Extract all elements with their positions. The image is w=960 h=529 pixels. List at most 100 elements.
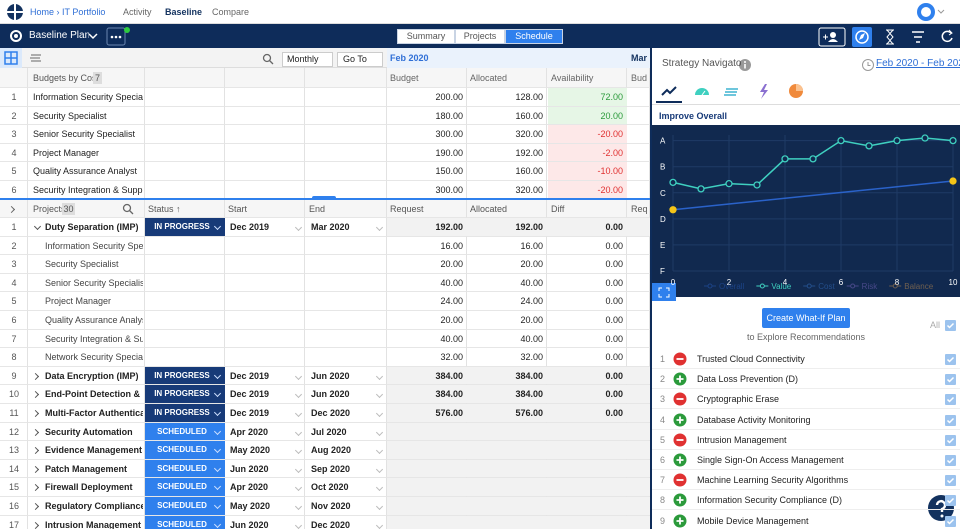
what-if-button[interactable]: Create What-If Plan: [762, 308, 850, 328]
avatar[interactable]: [916, 2, 946, 22]
expand-chart[interactable]: [652, 283, 676, 301]
add-icon[interactable]: [673, 372, 687, 386]
allocated-value: 384.00: [515, 370, 543, 381]
allocated-value: 32.00: [520, 352, 543, 363]
list-row: [652, 450, 960, 470]
splitter-handle[interactable]: [312, 196, 336, 202]
start-date: Dec 2019: [230, 389, 270, 400]
grid-cell: [627, 106, 650, 126]
remove-icon[interactable]: [673, 392, 687, 406]
view-tab[interactable]: Summary: [397, 29, 455, 44]
remove-icon[interactable]: [673, 352, 687, 366]
toolbar-icons[interactable]: [818, 27, 960, 47]
availability-bg: [548, 125, 627, 143]
add-icon[interactable]: [673, 413, 687, 427]
add-icon[interactable]: [673, 453, 687, 467]
status-badge[interactable]: SCHEDULED: [145, 515, 225, 529]
status-badge[interactable]: SCHEDULED: [145, 478, 225, 496]
allocated-value: 320.00: [515, 185, 543, 195]
project-name: Multi-Factor Authentica...: [45, 408, 143, 418]
checkbox[interactable]: [945, 455, 956, 466]
status-badge[interactable]: SCHEDULED: [145, 497, 225, 515]
data-point: [949, 136, 957, 145]
checkbox[interactable]: [945, 320, 956, 331]
nav-tab[interactable]: Compare: [212, 7, 250, 17]
start-date: Jun 2020: [230, 463, 269, 474]
checkbox[interactable]: [945, 434, 956, 446]
nav-tab[interactable]: Activity: [123, 7, 152, 17]
item-number: 5: [660, 434, 666, 445]
column-header[interactable]: End: [309, 204, 326, 214]
nav-tab[interactable]: Baseline: [165, 7, 203, 17]
checkbox[interactable]: [945, 394, 956, 406]
search-icon[interactable]: [122, 203, 134, 215]
checkbox[interactable]: [945, 515, 956, 527]
legend-item[interactable]: Risk: [846, 282, 879, 291]
view-tab[interactable]: Projects: [455, 29, 505, 44]
navigator-tabs[interactable]: [652, 80, 812, 104]
grid-cell: [0, 143, 28, 163]
legend-item[interactable]: Balance: [889, 282, 934, 291]
period-select[interactable]: Monthly: [282, 52, 333, 67]
numeric-bg: [387, 497, 650, 515]
date-range-link[interactable]: Feb 2020 - Feb 2021: [876, 58, 960, 69]
add-icon[interactable]: [673, 514, 687, 528]
column-header: Budget: [390, 73, 419, 83]
status-badge[interactable]: SCHEDULED: [145, 422, 225, 441]
status-badge[interactable]: SCHEDULED: [145, 459, 225, 478]
breadcrumb[interactable]: Home › IT Portfolio: [30, 7, 106, 17]
availability-value: -20.00: [597, 129, 623, 140]
grid-cell: [627, 200, 650, 218]
grid-cell: [387, 236, 467, 256]
column-header[interactable]: Diff: [551, 204, 565, 214]
more-button[interactable]: [106, 27, 130, 47]
checkbox[interactable]: [945, 495, 956, 507]
column-header[interactable]: Req: [631, 204, 648, 214]
plan-name[interactable]: Baseline Plan: [29, 30, 89, 41]
add-icon[interactable]: [673, 493, 687, 507]
logo[interactable]: [6, 3, 24, 21]
plan-dropdown[interactable]: [88, 32, 98, 40]
legend-item[interactable]: Overall: [704, 282, 745, 291]
status-badge[interactable]: IN PROGRESS: [145, 385, 225, 403]
column-header[interactable]: Status ↑: [148, 204, 181, 214]
budget-name: Project Manager: [33, 147, 100, 158]
status-badge[interactable]: SCHEDULED: [145, 441, 225, 459]
checkbox[interactable]: [945, 475, 956, 487]
info-icon[interactable]: [738, 58, 752, 72]
allocated-value: 16.00: [520, 240, 543, 251]
grid-cell: [145, 348, 225, 367]
checkbox[interactable]: [945, 354, 956, 365]
grid-cell: [467, 292, 547, 311]
goto-select[interactable]: Go To: [337, 52, 383, 67]
series-line: [672, 137, 954, 190]
column-header[interactable]: Start: [228, 204, 248, 214]
grid-cell: [225, 329, 305, 349]
legend-item[interactable]: Cost: [803, 282, 835, 291]
checkbox[interactable]: [945, 414, 956, 426]
grid-view-icons[interactable]: [0, 48, 60, 68]
allocated-value: 128.00: [515, 92, 543, 102]
view-tab[interactable]: Schedule: [505, 29, 563, 44]
legend-item[interactable]: Value: [756, 282, 792, 291]
column-header[interactable]: Request: [390, 204, 424, 214]
column-header[interactable]: Allocated: [470, 204, 508, 214]
search-icon[interactable]: [262, 53, 274, 65]
remove-icon[interactable]: [673, 433, 687, 447]
item-number: 4: [660, 414, 666, 425]
grid-cell: [225, 88, 305, 107]
numeric-bg: [387, 385, 650, 403]
grid-cell: [145, 273, 225, 293]
row-number: 13: [8, 445, 19, 456]
availability-value: -2.00: [602, 147, 623, 158]
item-label: Trusted Cloud Connectivity: [697, 354, 805, 364]
checkbox[interactable]: [945, 374, 956, 386]
row-number: 8: [11, 352, 17, 363]
remove-icon[interactable]: [673, 473, 687, 487]
diff-value: 0.00: [605, 333, 623, 344]
budget-value: 300.00: [435, 129, 463, 140]
status-badge[interactable]: IN PROGRESS: [145, 366, 225, 385]
status-badge[interactable]: IN PROGRESS: [145, 218, 225, 236]
request-value: 20.00: [440, 315, 463, 325]
status-badge[interactable]: IN PROGRESS: [145, 404, 225, 422]
